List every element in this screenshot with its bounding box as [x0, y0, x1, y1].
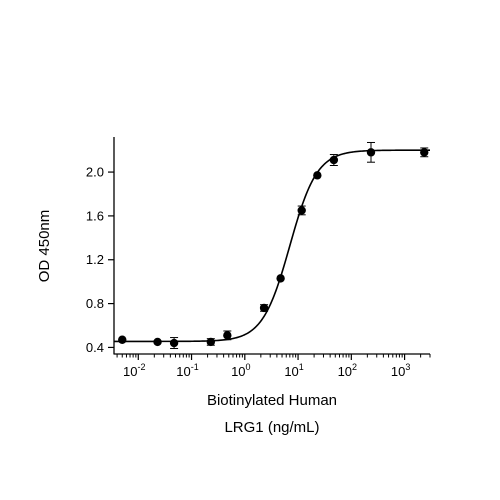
- data-point: [420, 148, 429, 157]
- y-tick-label: 2.0: [86, 165, 104, 180]
- y-tick-label: 0.8: [86, 296, 104, 311]
- x-axis-title-line-1: Biotinylated Human: [207, 392, 337, 409]
- x-tick-label: 102: [338, 362, 357, 379]
- x-tick-label: 10-1: [176, 362, 198, 379]
- y-tick-label: 1.2: [86, 252, 104, 267]
- data-point: [153, 337, 162, 347]
- data-point: [329, 155, 339, 165]
- data-point: [206, 337, 216, 347]
- x-axis-title-line-2: LRG1 (ng/mL): [224, 419, 319, 436]
- y-axis-title: OD 450nm: [36, 210, 53, 283]
- x-tick-label: 10-2: [123, 362, 145, 379]
- data-point: [223, 331, 232, 340]
- data-point: [259, 303, 269, 313]
- data-point: [313, 171, 322, 180]
- data-point: [297, 206, 306, 215]
- data-point: [169, 338, 179, 348]
- y-tick-label: 0.4: [86, 340, 104, 355]
- x-tick-label: 100: [231, 362, 250, 379]
- data-point: [276, 274, 285, 283]
- fit-curve: [114, 149, 430, 343]
- data-point: [366, 148, 376, 157]
- x-tick-label: 101: [284, 362, 303, 379]
- y-tick-label: 1.6: [86, 208, 104, 223]
- x-tick-label: 103: [391, 362, 410, 379]
- plot-area: 0.4 0.8 1.2 1.6 2.0 10-2 10-1 100 101 102 103: [86, 137, 431, 379]
- data-point: [118, 335, 127, 344]
